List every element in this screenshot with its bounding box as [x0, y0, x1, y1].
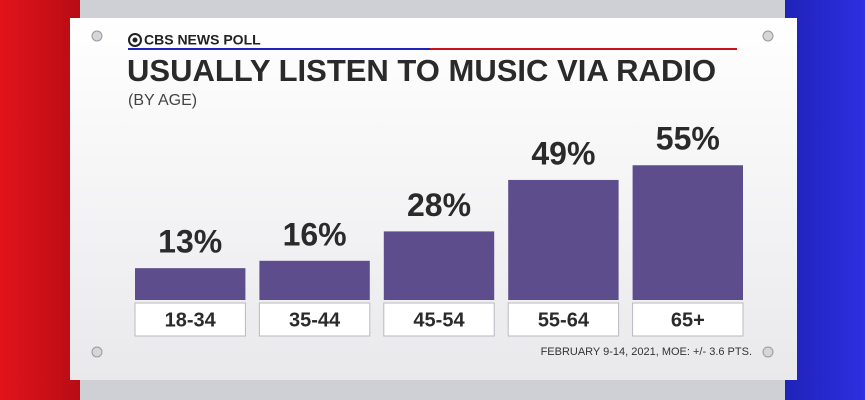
value-label: 16% [283, 216, 347, 252]
footnote: FEBRUARY 9-14, 2021, MOE: +/- 3.6 PTS. [541, 346, 752, 358]
x-tick-label: 18-34 [165, 309, 217, 331]
value-label: 28% [407, 187, 471, 223]
pin [762, 346, 774, 358]
bar [508, 179, 619, 300]
right-background [785, 0, 865, 400]
left-background [0, 0, 80, 400]
category-box [134, 302, 246, 337]
category-box [258, 302, 371, 337]
category-box [632, 302, 744, 337]
bar [259, 260, 370, 300]
x-tick-label: 35-44 [289, 309, 341, 331]
cbs-eye-pupil [132, 37, 138, 43]
cbs-eye [128, 33, 142, 47]
value-label: 13% [158, 224, 222, 260]
bar [135, 268, 246, 300]
value-label: 55% [656, 121, 720, 157]
category-box [507, 302, 620, 337]
bar [383, 231, 495, 300]
pin [91, 346, 103, 358]
x-tick-label: 45-54 [413, 309, 465, 331]
pin [91, 30, 103, 42]
pin [762, 30, 774, 42]
source: CBS NEWS POLL [144, 32, 261, 48]
value-label: 49% [531, 135, 595, 171]
bar [632, 165, 743, 300]
chart-title: USUALLY LISTEN TO MUSIC VIA RADIO [127, 53, 716, 88]
chart-subtitle: (BY AGE) [128, 92, 197, 109]
category-box [383, 302, 495, 337]
x-tick-label: 55-64 [538, 309, 590, 331]
x-tick-label: 65+ [671, 309, 705, 331]
